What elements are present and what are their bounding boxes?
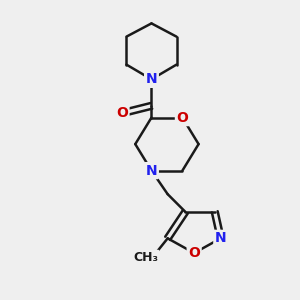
Text: N: N	[146, 164, 157, 178]
Text: O: O	[188, 246, 200, 260]
Text: O: O	[176, 111, 188, 124]
Text: N: N	[215, 231, 226, 245]
Text: N: N	[146, 72, 157, 86]
Text: CH₃: CH₃	[133, 251, 158, 264]
Text: O: O	[116, 106, 128, 120]
